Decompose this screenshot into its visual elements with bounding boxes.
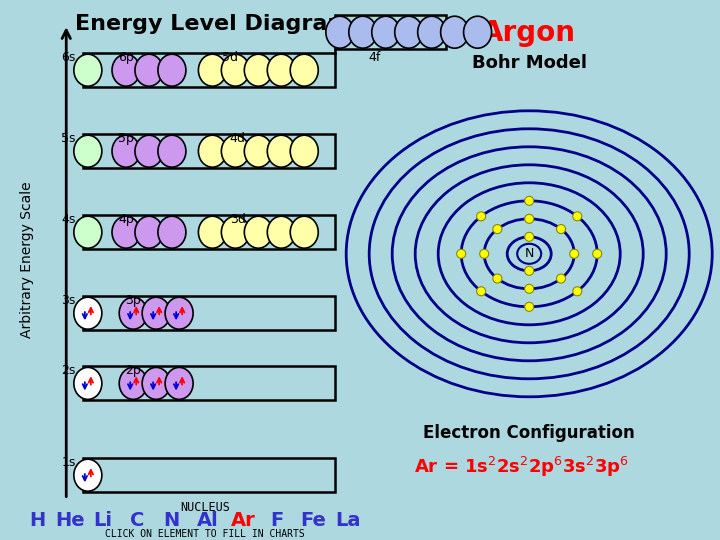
Ellipse shape — [267, 216, 295, 248]
Ellipse shape — [165, 297, 193, 329]
Ellipse shape — [326, 16, 354, 48]
Text: Ar: Ar — [231, 511, 256, 530]
Text: La: La — [335, 511, 361, 530]
Ellipse shape — [112, 54, 140, 86]
Ellipse shape — [135, 54, 163, 86]
Text: 1s: 1s — [61, 456, 76, 469]
Ellipse shape — [267, 135, 295, 167]
Ellipse shape — [525, 197, 534, 205]
Text: CLICK ON ELEMENT TO FILL IN CHARTS: CLICK ON ELEMENT TO FILL IN CHARTS — [105, 529, 305, 538]
Ellipse shape — [199, 135, 226, 167]
Ellipse shape — [593, 249, 602, 258]
Ellipse shape — [120, 367, 147, 400]
Ellipse shape — [74, 135, 102, 167]
Ellipse shape — [74, 459, 102, 491]
Ellipse shape — [372, 16, 400, 48]
Ellipse shape — [135, 135, 163, 167]
Text: Ar = 1s$^2$2s$^2$2p$^6$3s$^2$3p$^6$: Ar = 1s$^2$2s$^2$2p$^6$3s$^2$3p$^6$ — [414, 455, 629, 479]
Ellipse shape — [464, 16, 492, 48]
Ellipse shape — [573, 212, 582, 221]
Ellipse shape — [456, 249, 466, 258]
Text: 4s: 4s — [61, 213, 76, 226]
Ellipse shape — [244, 216, 272, 248]
Ellipse shape — [525, 302, 534, 311]
Ellipse shape — [290, 54, 318, 86]
Ellipse shape — [290, 216, 318, 248]
Ellipse shape — [74, 54, 102, 86]
Ellipse shape — [221, 135, 249, 167]
Ellipse shape — [112, 135, 140, 167]
Ellipse shape — [441, 16, 469, 48]
Text: 3p: 3p — [125, 294, 141, 307]
Ellipse shape — [480, 249, 489, 258]
Text: Electron Configuration: Electron Configuration — [423, 424, 635, 442]
Ellipse shape — [557, 274, 565, 283]
Text: 5d: 5d — [222, 51, 238, 64]
Text: 3d: 3d — [230, 213, 246, 226]
Text: N: N — [524, 247, 534, 260]
Text: He: He — [55, 511, 86, 530]
Text: 6s: 6s — [61, 51, 76, 64]
Ellipse shape — [158, 216, 186, 248]
Text: Arbitrary Energy Scale: Arbitrary Energy Scale — [20, 181, 35, 338]
Ellipse shape — [493, 225, 502, 234]
Text: 2p: 2p — [125, 364, 141, 377]
Ellipse shape — [557, 225, 565, 234]
Ellipse shape — [120, 297, 147, 329]
Ellipse shape — [142, 367, 170, 400]
Ellipse shape — [525, 214, 534, 224]
Ellipse shape — [517, 244, 541, 264]
Text: 5p: 5p — [118, 132, 134, 145]
Ellipse shape — [525, 232, 534, 241]
Ellipse shape — [74, 367, 102, 400]
Ellipse shape — [525, 266, 534, 275]
Ellipse shape — [135, 216, 163, 248]
Text: 4p: 4p — [118, 213, 134, 226]
Text: Li: Li — [94, 511, 112, 530]
Ellipse shape — [348, 16, 377, 48]
Ellipse shape — [221, 216, 249, 248]
Text: Fe: Fe — [300, 511, 326, 530]
Ellipse shape — [290, 135, 318, 167]
Ellipse shape — [477, 212, 485, 221]
Ellipse shape — [525, 284, 534, 293]
Text: N: N — [163, 511, 179, 530]
Ellipse shape — [199, 54, 226, 86]
Text: 5s: 5s — [61, 132, 76, 145]
Ellipse shape — [477, 287, 485, 296]
Ellipse shape — [244, 54, 272, 86]
Ellipse shape — [142, 297, 170, 329]
Text: F: F — [271, 511, 284, 530]
Text: 6p: 6p — [118, 51, 134, 64]
Ellipse shape — [74, 297, 102, 329]
Text: C: C — [130, 511, 144, 530]
Ellipse shape — [395, 16, 423, 48]
Ellipse shape — [165, 367, 193, 400]
Text: 4d: 4d — [230, 132, 246, 145]
Ellipse shape — [418, 16, 446, 48]
Ellipse shape — [573, 287, 582, 296]
Text: 4f: 4f — [368, 51, 381, 64]
Ellipse shape — [267, 54, 295, 86]
Text: 2s: 2s — [61, 364, 76, 377]
Text: Al: Al — [197, 511, 218, 530]
Ellipse shape — [244, 135, 272, 167]
Text: Energy Level Diagram: Energy Level Diagram — [75, 14, 350, 33]
Text: Argon: Argon — [482, 19, 576, 47]
Ellipse shape — [74, 216, 102, 248]
Text: 3s: 3s — [61, 294, 76, 307]
Ellipse shape — [158, 135, 186, 167]
Text: Bohr Model: Bohr Model — [472, 54, 587, 72]
Text: NUCLEUS: NUCLEUS — [180, 501, 230, 514]
Ellipse shape — [493, 274, 502, 283]
Ellipse shape — [221, 54, 249, 86]
Ellipse shape — [112, 216, 140, 248]
Ellipse shape — [199, 216, 226, 248]
Ellipse shape — [158, 54, 186, 86]
Text: H: H — [30, 511, 45, 530]
Ellipse shape — [570, 249, 579, 258]
